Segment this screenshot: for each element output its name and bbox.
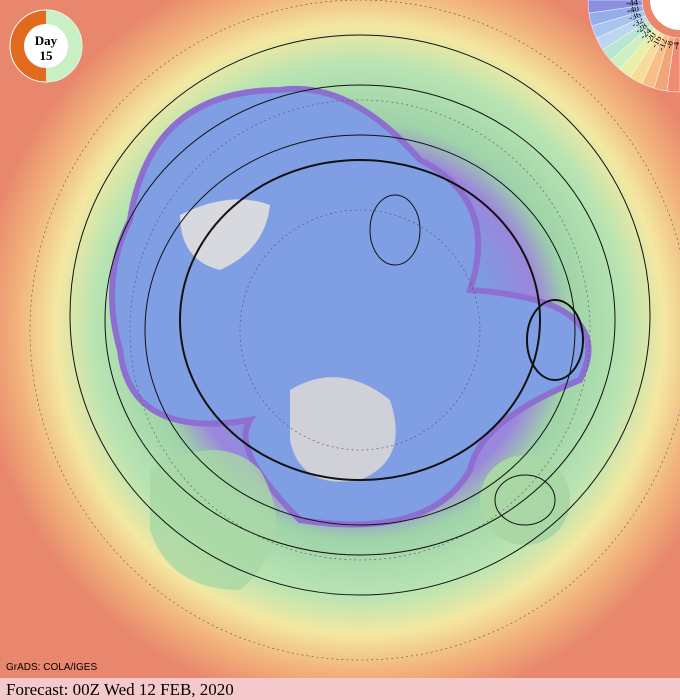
footer: Forecast: 00Z Wed 12 FEB, 2020 (6, 680, 234, 699)
cold-pocket (290, 377, 396, 482)
warm-region (480, 455, 570, 545)
color-legend: -4-8-12-16-20-24-28-32-36-40-44 (587, 0, 680, 93)
graticule (29, 0, 680, 661)
cold-core (109, 85, 592, 528)
legend-swatch (587, 0, 643, 14)
legend-label: -44 (626, 0, 639, 8)
legend-label: -4 (671, 41, 680, 50)
footer-bar (0, 678, 680, 700)
cold-pocket (180, 199, 270, 270)
day-dial: Day 15 (9, 9, 83, 83)
legend-label: -8 (664, 39, 675, 49)
dial-day: 15 (40, 48, 54, 63)
legend-hub (650, 0, 680, 30)
credit: GrADS: COLA/IGES (6, 662, 97, 673)
dial-label: Day (35, 33, 58, 48)
contours (69, 34, 651, 596)
warm-region (150, 450, 276, 590)
